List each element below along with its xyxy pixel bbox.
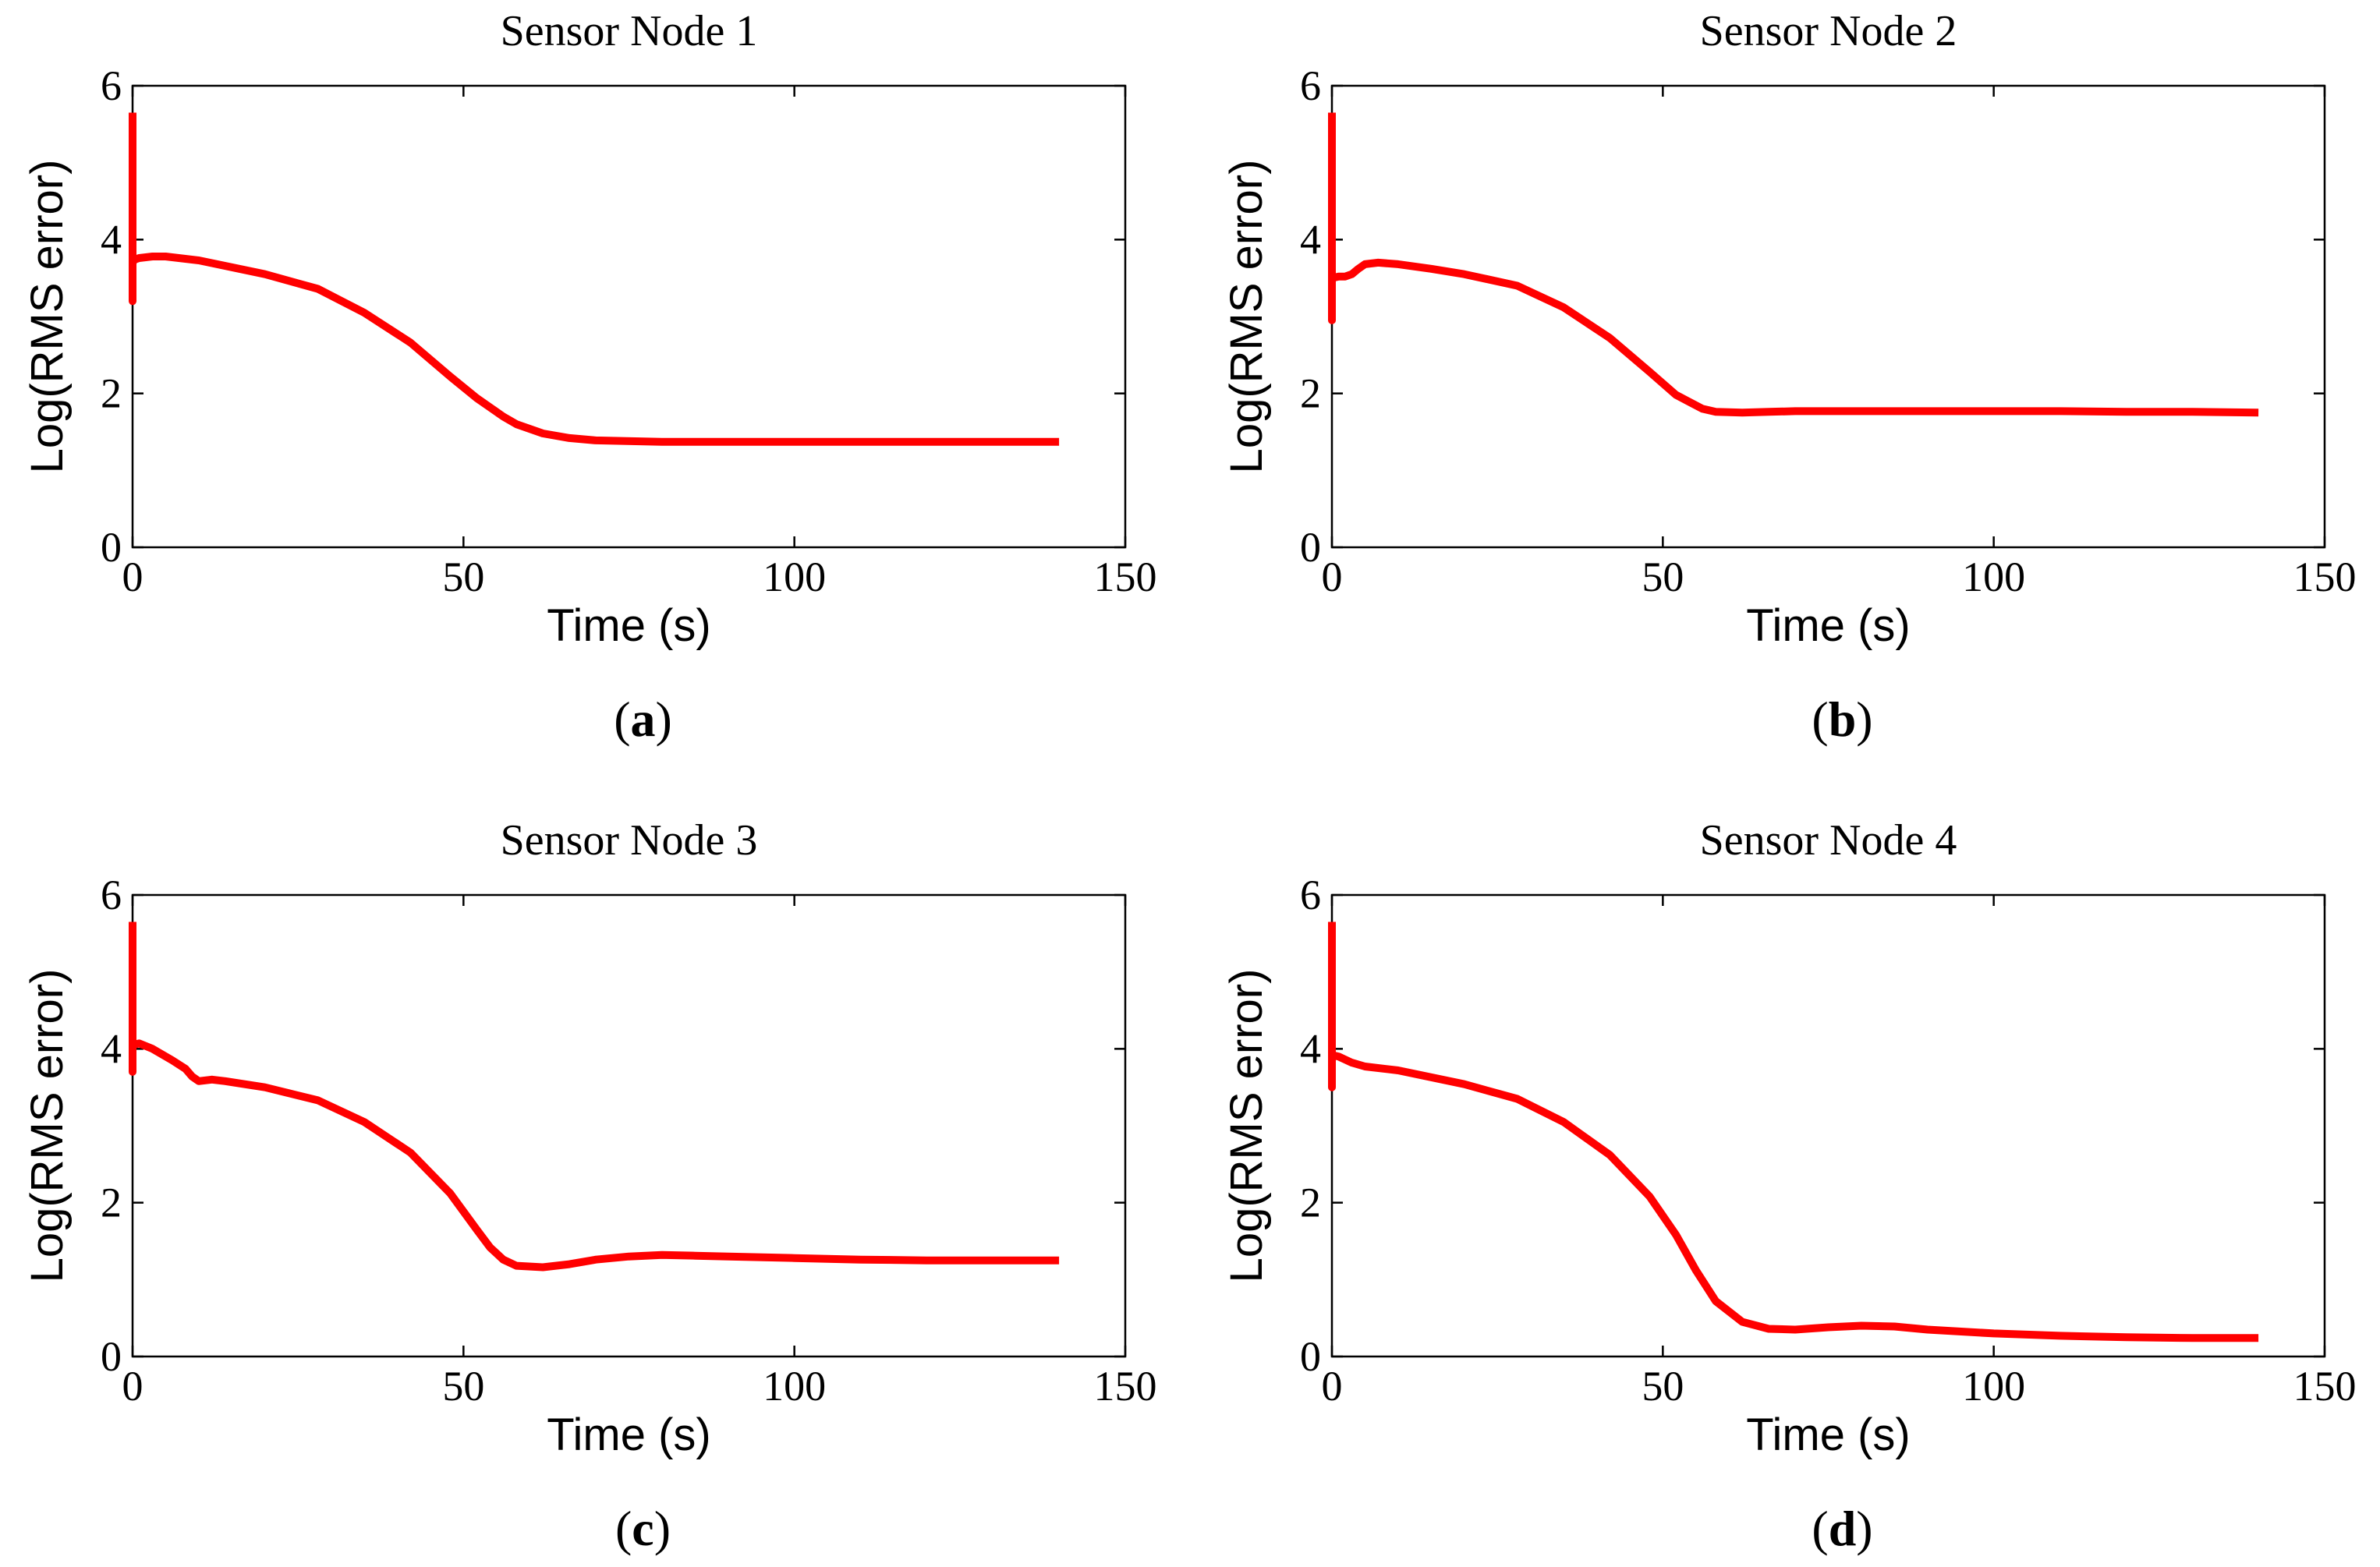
y-tick-label: 6 [1300,872,1321,918]
y-tick-label: 0 [101,524,122,571]
x-tick-label: 150 [2293,1363,2357,1410]
caption-paren-open: ( [614,692,630,747]
y-tick-label: 2 [101,370,122,417]
x-tick-label: 150 [1094,554,1157,600]
x-tick-label: 0 [1322,554,1343,600]
y-axis-label: Log(RMS error) [22,160,73,474]
plot-frame [131,84,1127,549]
x-axis-label: Time (s) [1746,1410,1910,1460]
caption-paren-open: ( [1812,1501,1828,1556]
caption-paren-close: ) [654,1501,671,1556]
panel-caption: (d) [1812,1501,1872,1556]
y-tick-label: 0 [1300,1333,1321,1380]
x-tick-label: 0 [1322,1363,1343,1410]
caption-letter: c [632,1501,653,1556]
x-tick-label: 0 [122,1363,143,1410]
series-line-1 [129,921,1060,1272]
x-tick-label: 50 [442,1363,484,1410]
caption-paren-close: ) [1856,692,1872,747]
x-tick-label: 150 [1094,1363,1157,1410]
chart-panel-2: Sensor Node 2 0 50 100 150 0 2 4 6 Time (s) Log(RM… [1221,7,2357,747]
x-tick-label: 50 [1642,554,1684,600]
chart-title: Sensor Node 1 [501,7,758,55]
chart-title: Sensor Node 2 [1700,7,1957,55]
x-tick-label: 100 [763,1363,826,1410]
y-tick-label: 2 [1300,1180,1321,1226]
y-tick-label: 4 [101,1025,122,1072]
chart-title: Sensor Node 3 [501,816,758,865]
x-tick-label: 100 [1962,554,2025,600]
x-axis-label: Time (s) [1746,600,1910,651]
plot-frame [1330,84,2326,549]
y-tick-label: 4 [1300,1025,1321,1072]
x-tick-label: 150 [2293,554,2357,600]
x-tick-label: 0 [122,554,143,600]
y-axis-label: Log(RMS error) [22,969,73,1283]
caption-letter: d [1829,1501,1857,1556]
y-axis-label: Log(RMS error) [1221,969,1272,1283]
y-tick-label: 4 [101,216,122,263]
y-axis-label: Log(RMS error) [1221,160,1272,474]
plot-frame [131,893,1127,1358]
caption-letter: a [631,692,656,747]
plot-frame [1330,893,2326,1358]
chart-panel-4: Sensor Node 4 0 50 100 150 0 2 4 6 Time (s) Log(RM… [1221,816,2357,1556]
caption-paren-close: ) [656,692,672,747]
panel-caption: (b) [1812,692,1872,747]
x-tick-label: 50 [442,554,484,600]
chart-title: Sensor Node 4 [1700,816,1957,865]
x-axis-label: Time (s) [547,600,710,651]
panel-caption: (c) [615,1501,671,1556]
y-tick-label: 0 [101,1333,122,1380]
panel-caption: (a) [614,692,672,747]
caption-letter: b [1829,692,1857,747]
caption-paren-open: ( [615,1501,632,1556]
x-tick-label: 50 [1642,1363,1684,1410]
y-tick-label: 2 [101,1180,122,1226]
chart-panel-3: Sensor Node 3 0 50 100 150 0 2 4 6 Time (s) Log(RM… [22,816,1157,1556]
y-tick-label: 2 [1300,370,1321,417]
x-axis-label: Time (s) [547,1410,710,1460]
y-tick-label: 0 [1300,524,1321,571]
x-tick-label: 100 [1962,1363,2025,1410]
series-line-1 [1328,112,2259,417]
series-line-1 [129,112,1060,446]
y-tick-label: 4 [1300,216,1321,263]
caption-paren-close: ) [1856,1501,1872,1556]
chart-panel-1: Sensor Node 1 0 50 100 150 0 2 4 6 Time (s) Log(RM… [22,7,1157,747]
x-tick-label: 100 [763,554,826,600]
caption-paren-open: ( [1812,692,1828,747]
series-line-1 [1328,921,2259,1342]
y-tick-label: 6 [1300,62,1321,109]
y-tick-label: 6 [101,62,122,109]
y-tick-label: 6 [101,872,122,918]
